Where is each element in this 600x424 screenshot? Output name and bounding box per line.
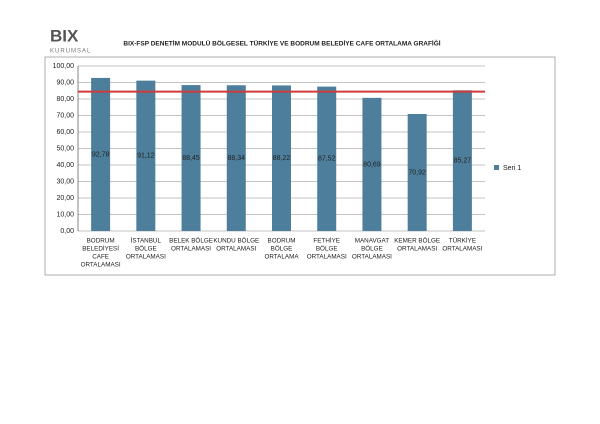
x-tick-label: CAFE <box>92 254 109 261</box>
legend-label: Seri 1 <box>503 165 521 172</box>
value-label: 88,34 <box>228 155 246 162</box>
bar <box>362 97 382 231</box>
chart-frame <box>44 56 556 276</box>
y-tick-label: 60,00 <box>56 129 74 136</box>
y-tick-label: 10,00 <box>56 211 74 218</box>
y-tick-label: 20,00 <box>56 195 74 202</box>
x-tick-label: ORTALAMASI <box>397 246 437 253</box>
y-tick-label: 0,00 <box>60 228 74 235</box>
y-tick-label: 40,00 <box>56 162 74 169</box>
logo-brand: BIX <box>50 26 79 45</box>
x-tick-label: BELEDİYESİ <box>82 244 119 253</box>
x-tick-label: ORTALAMASI <box>81 262 121 269</box>
bar <box>272 85 291 231</box>
x-tick-label: ORTALAMASI <box>442 246 482 253</box>
x-tick-label: BODRUM <box>87 238 115 245</box>
x-tick-label: ORTALAMA <box>264 254 299 261</box>
bar <box>136 80 156 231</box>
bar <box>452 90 472 231</box>
x-tick-label: ORTALAMASI <box>352 254 392 261</box>
x-tick-label: İSTANBUL <box>131 236 162 245</box>
value-label: 87,52 <box>318 156 336 163</box>
bar <box>91 77 111 232</box>
y-tick-label: 100,00 <box>53 63 75 70</box>
value-label: 92,78 <box>92 151 110 158</box>
y-tick-label: 80,00 <box>56 96 74 103</box>
y-tick-label: 70,00 <box>56 112 74 119</box>
bar <box>226 85 246 231</box>
x-tick-label: ORTALAMASI <box>307 254 347 261</box>
value-label: 88,45 <box>182 155 200 162</box>
x-tick-label: BÖLGE <box>361 245 383 253</box>
y-tick-label: 30,00 <box>56 178 74 185</box>
x-tick-label: BELEK BÖLGE <box>169 237 213 245</box>
x-tick-label: ORTALAMASI <box>171 246 211 253</box>
x-tick-label: BODRUM <box>268 238 296 245</box>
y-tick-label: 90,00 <box>56 79 74 86</box>
x-tick-label: FETHİYE <box>313 236 340 245</box>
value-label: 70,92 <box>408 169 426 176</box>
value-label: 91,12 <box>137 153 155 160</box>
y-tick-label: 50,00 <box>56 145 74 152</box>
x-tick-label: BÖLGE <box>135 245 157 253</box>
x-tick-label: KUNDU BÖLGE <box>213 237 259 245</box>
bar <box>317 86 337 231</box>
x-tick-label: KEMER BÖLGE <box>394 237 440 245</box>
bar <box>407 113 427 231</box>
legend-swatch <box>494 165 499 170</box>
logo-tagline: KURUMSAL <box>50 49 91 55</box>
value-label: 85,27 <box>454 157 472 164</box>
x-tick-label: ORTALAMASI <box>126 254 166 261</box>
value-label: 88,22 <box>273 155 291 162</box>
x-tick-label: TÜRKİYE <box>449 236 476 245</box>
chart-title: BIX-FSP DENETİM MODULÜ BÖLGESEL TÜRKİYE … <box>123 39 440 48</box>
x-tick-label: MANAVGAT <box>355 238 390 245</box>
x-tick-label: ORTALAMASI <box>216 246 256 253</box>
x-tick-label: BÖLGE <box>316 245 338 253</box>
bar <box>181 85 201 232</box>
value-label: 80,69 <box>363 161 381 168</box>
x-tick-label: BÖLGE <box>271 245 293 253</box>
